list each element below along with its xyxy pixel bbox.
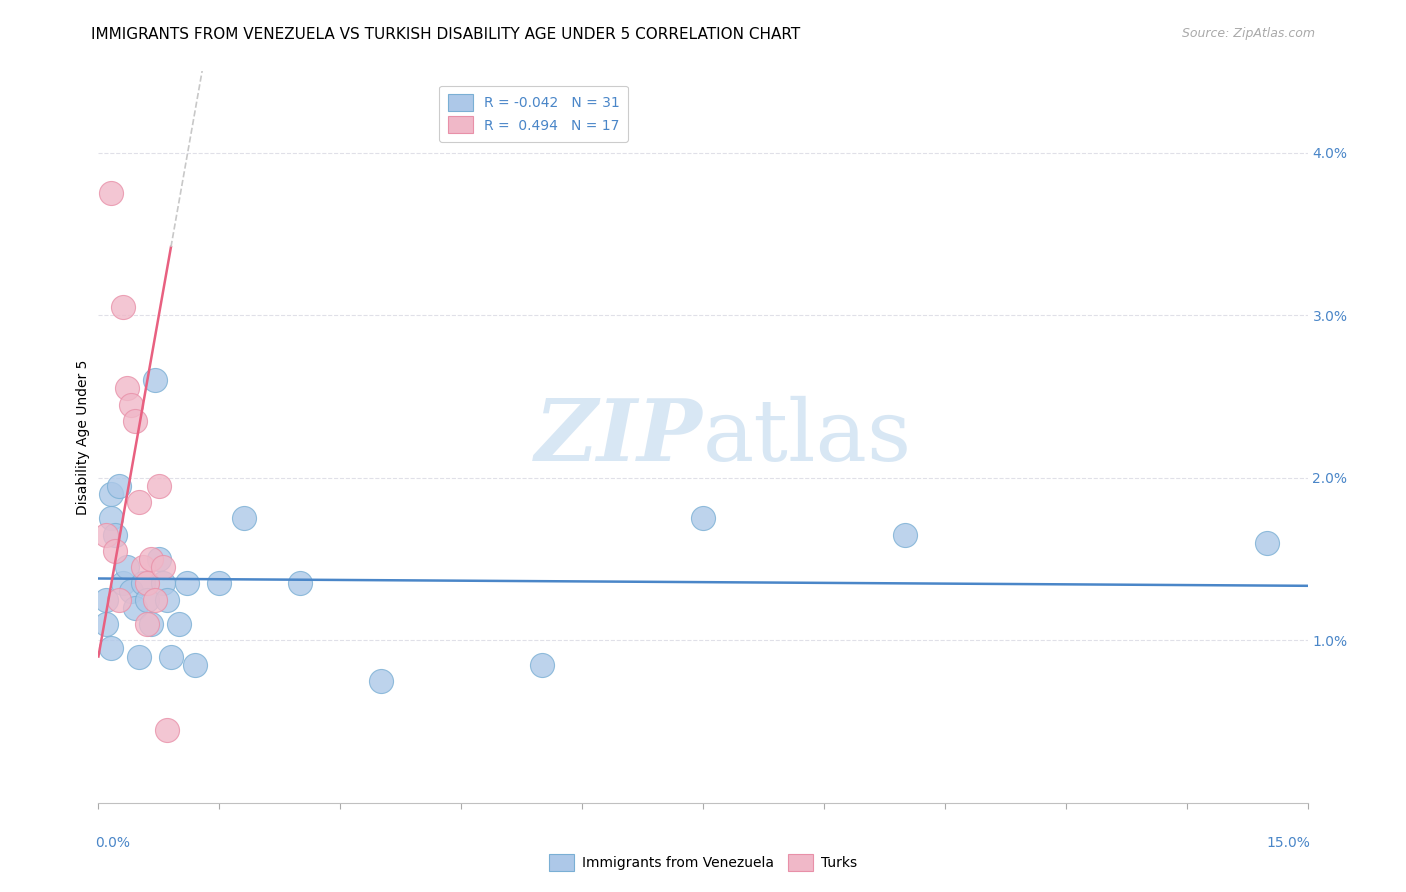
Point: [107, 479, 129, 493]
Point: [103, 527, 125, 541]
Point: [232, 511, 254, 525]
Point: [120, 398, 142, 412]
Point: [111, 300, 134, 314]
Point: [100, 511, 122, 525]
Text: IMMIGRANTS FROM VENEZUELA VS TURKISH DISABILITY AGE UNDER 5 CORRELATION CHART: IMMIGRANTS FROM VENEZUELA VS TURKISH DIS…: [91, 27, 800, 42]
Point: [148, 552, 170, 566]
Text: Source: ZipAtlas.com: Source: ZipAtlas.com: [1181, 27, 1315, 40]
Point: [160, 649, 183, 664]
Point: [208, 576, 231, 591]
Point: [128, 649, 150, 664]
Point: [370, 673, 392, 688]
Point: [152, 576, 174, 591]
Point: [111, 576, 134, 591]
Point: [893, 527, 915, 541]
Point: [156, 723, 179, 737]
Point: [96, 527, 118, 541]
Point: [96, 592, 118, 607]
Point: [135, 617, 157, 632]
Point: [100, 186, 122, 201]
Point: [135, 592, 157, 607]
Text: atlas: atlas: [703, 395, 912, 479]
Point: [1256, 535, 1278, 549]
Legend: Immigrants from Venezuela, Turks: Immigrants from Venezuela, Turks: [543, 848, 863, 876]
Point: [148, 479, 170, 493]
Point: [152, 560, 174, 574]
Point: [120, 584, 142, 599]
Y-axis label: Disability Age Under 5: Disability Age Under 5: [76, 359, 90, 515]
Point: [184, 657, 207, 672]
Text: 15.0%: 15.0%: [1267, 837, 1310, 850]
Point: [167, 617, 190, 632]
Legend: R = -0.042   N = 31, R =  0.494   N = 17: R = -0.042 N = 31, R = 0.494 N = 17: [440, 86, 628, 142]
Point: [100, 487, 122, 501]
Point: [692, 511, 714, 525]
Point: [143, 592, 166, 607]
Point: [115, 560, 138, 574]
Point: [139, 617, 162, 632]
Point: [176, 576, 198, 591]
Text: 0.0%: 0.0%: [96, 837, 131, 850]
Point: [100, 641, 122, 656]
Point: [115, 381, 138, 395]
Point: [135, 576, 157, 591]
Point: [128, 495, 150, 509]
Point: [124, 414, 146, 428]
Point: [96, 617, 118, 632]
Point: [132, 576, 155, 591]
Point: [156, 592, 179, 607]
Point: [288, 576, 311, 591]
Point: [530, 657, 553, 672]
Point: [124, 600, 146, 615]
Point: [143, 373, 166, 387]
Text: ZIP: ZIP: [536, 395, 703, 479]
Point: [103, 544, 125, 558]
Point: [132, 560, 155, 574]
Point: [107, 592, 129, 607]
Point: [139, 552, 162, 566]
